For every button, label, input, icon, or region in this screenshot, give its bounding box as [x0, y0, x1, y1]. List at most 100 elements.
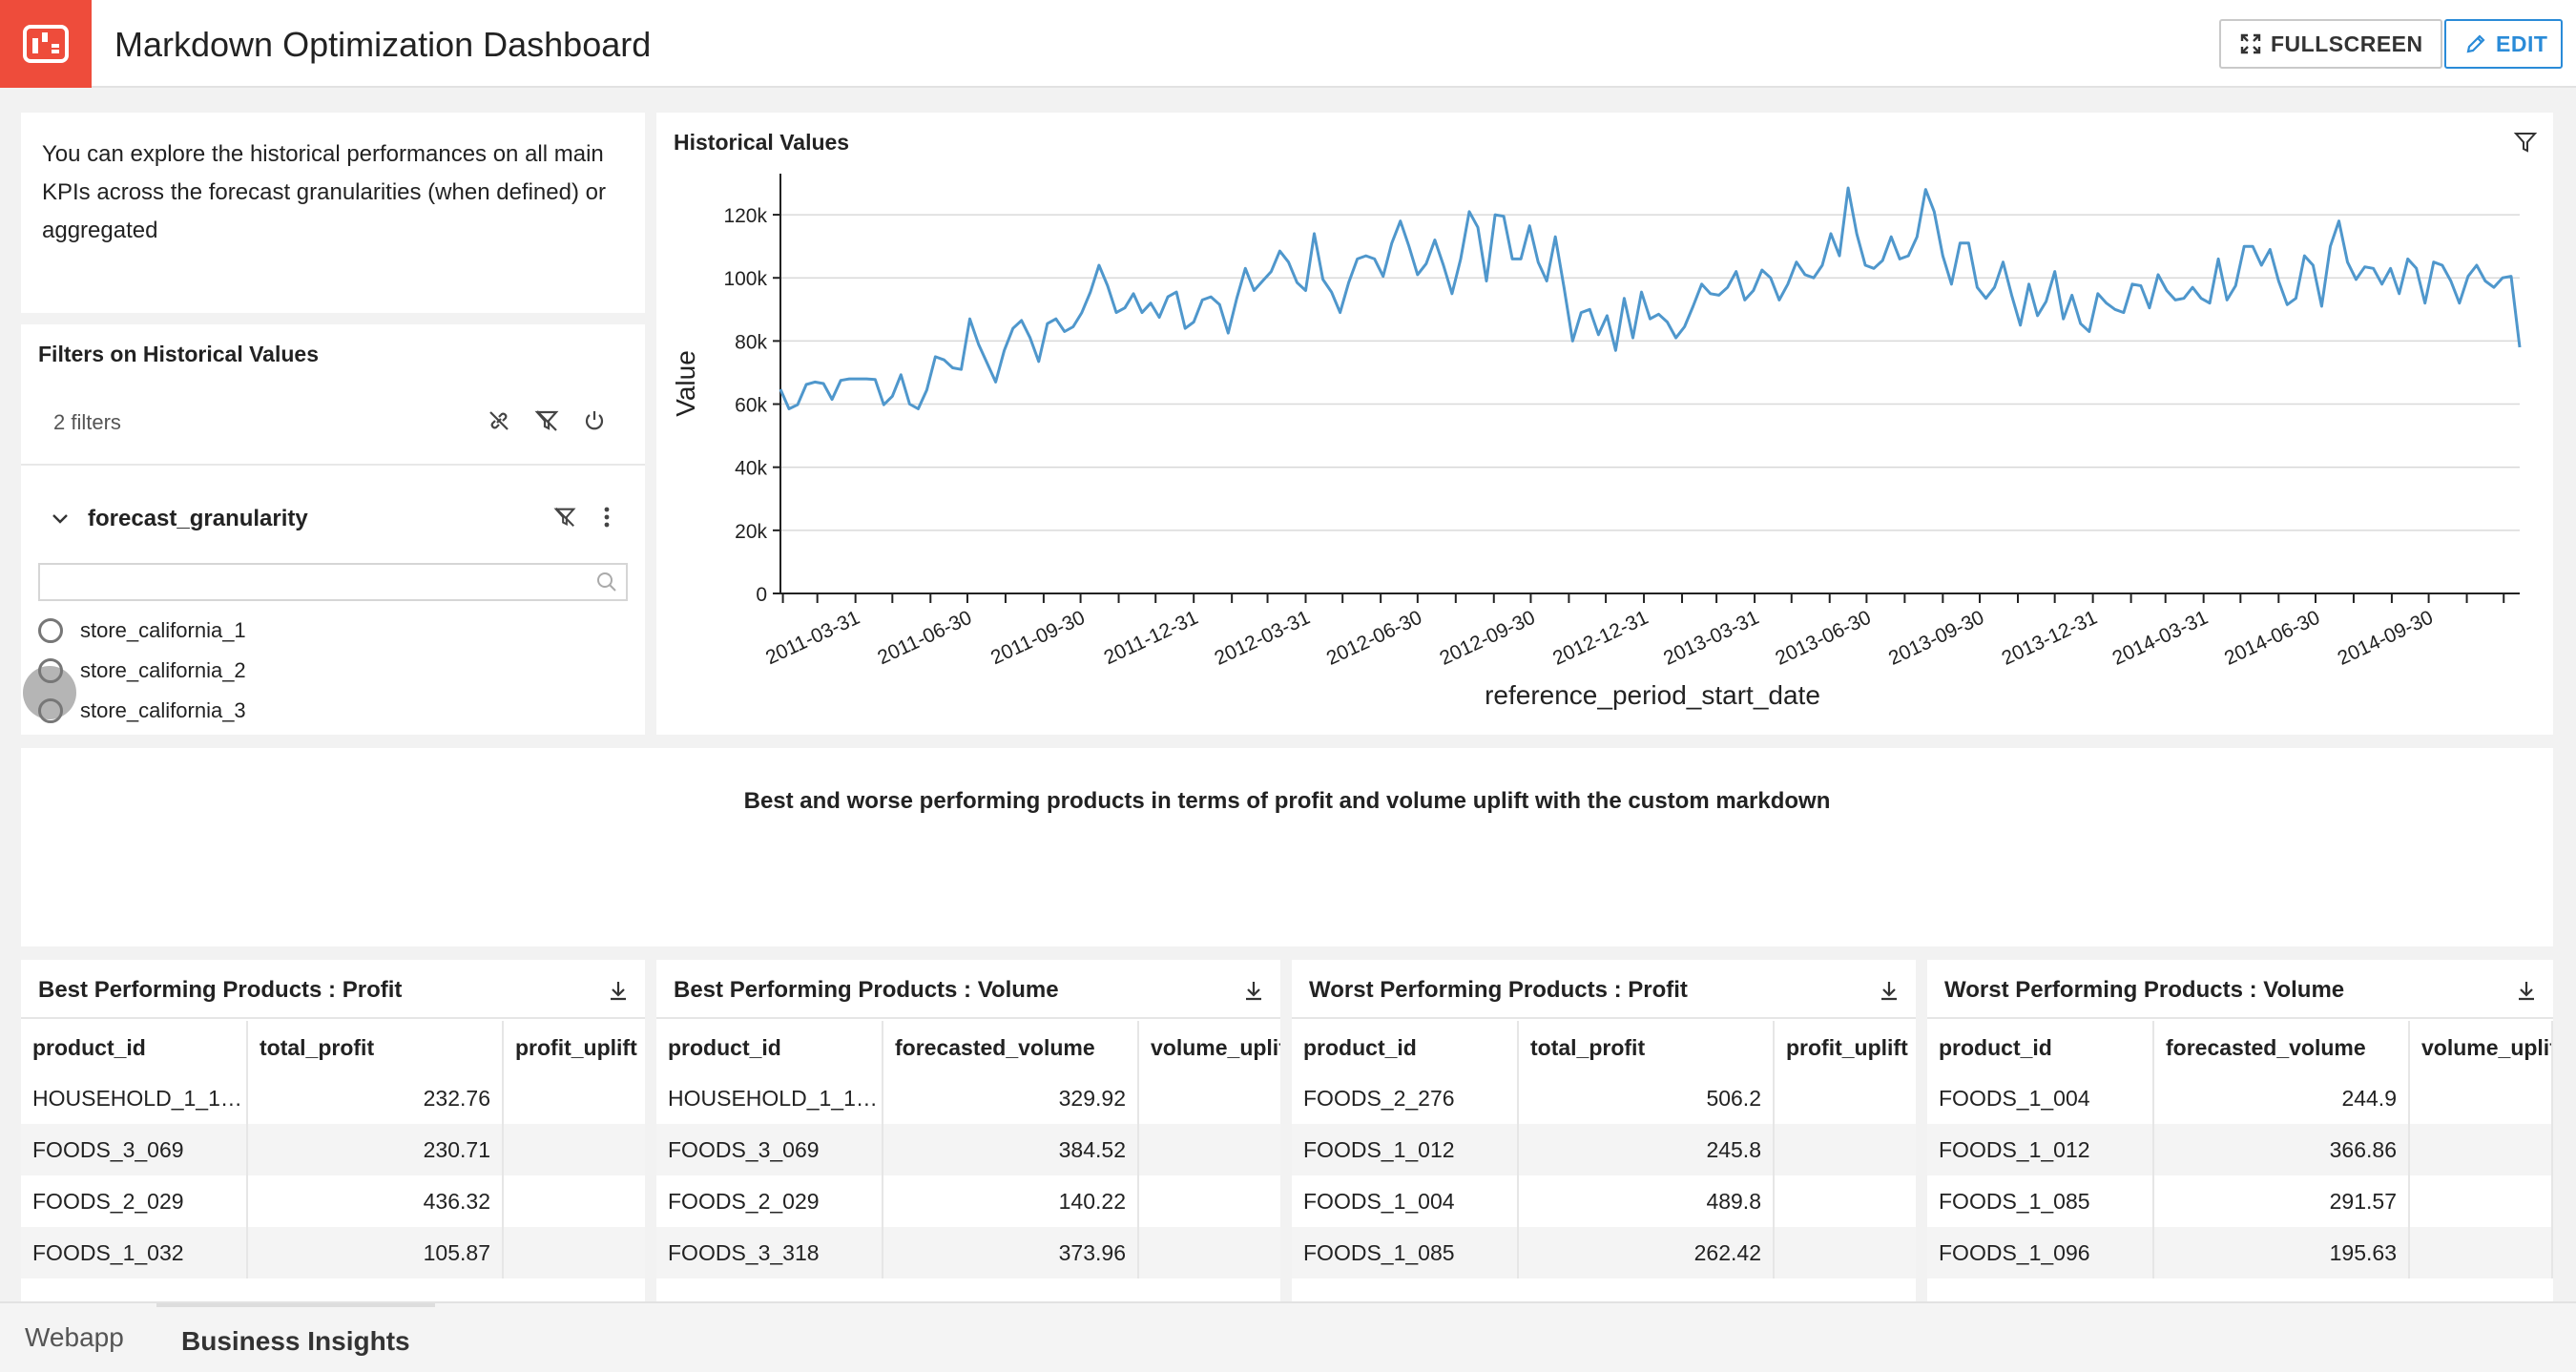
facet-option-label: store_california_2 — [80, 658, 246, 682]
chevron-down-icon[interactable] — [50, 508, 71, 533]
table-row[interactable]: FOODS_1_032 105.87 — [21, 1227, 645, 1278]
table-cell — [2410, 1124, 2553, 1175]
insights-card: Best and worse performing products in te… — [21, 748, 2553, 946]
table-cell: 366.86 — [2154, 1124, 2410, 1175]
chart-title: Historical Values — [674, 130, 850, 155]
table-title: Worst Performing Products : Profit — [1309, 977, 1688, 1003]
dashboard-logo[interactable] — [0, 0, 92, 88]
table-cell — [2410, 1072, 2553, 1124]
table-cell: FOODS_1_096 — [1927, 1227, 2154, 1278]
table-cell: FOODS_2_276 — [1292, 1072, 1519, 1124]
column-header[interactable]: forecasted_volume — [2154, 1021, 2410, 1074]
table-cell — [1775, 1124, 1916, 1175]
table-card-header: Worst Performing Products : Profit — [1292, 960, 1916, 1019]
table-row[interactable]: FOODS_1_012 245.8 — [1292, 1124, 1916, 1175]
download-icon[interactable] — [607, 979, 630, 1007]
y-tick-label: 80k — [735, 331, 767, 353]
table-row[interactable]: FOODS_3_318 373.96 — [656, 1227, 1280, 1278]
table-row[interactable]: HOUSEHOLD_1_1… 232.76 — [21, 1072, 645, 1124]
fullscreen-label: FULLSCREEN — [2271, 31, 2423, 56]
facet-option[interactable]: store_california_1 — [38, 611, 246, 651]
filter-icon[interactable] — [2513, 130, 2538, 159]
table-title: Best Performing Products : Volume — [674, 977, 1059, 1003]
divider — [21, 464, 645, 466]
table-row[interactable]: FOODS_1_096 195.63 — [1927, 1227, 2553, 1278]
table-row[interactable]: FOODS_1_085 262.42 — [1292, 1227, 1916, 1278]
clear-filter-icon[interactable] — [534, 408, 559, 438]
column-header[interactable]: volume_uplift — [1139, 1021, 1280, 1074]
table-cell — [504, 1175, 645, 1227]
tab-webapp[interactable]: Webapp — [25, 1322, 124, 1352]
download-icon[interactable] — [1242, 979, 1265, 1007]
table-row[interactable]: FOODS_1_004 244.9 — [1927, 1072, 2553, 1124]
facet-search-input[interactable] — [38, 563, 628, 601]
tab-business-insights[interactable]: Business Insights — [156, 1303, 435, 1372]
touch-cursor — [23, 666, 76, 719]
table-cell — [2410, 1227, 2553, 1278]
table-cell: 262.42 — [1519, 1227, 1775, 1278]
link-icon[interactable] — [487, 408, 511, 438]
table-cell: FOODS_1_032 — [21, 1227, 248, 1278]
column-header[interactable]: volume_uplift — [2410, 1021, 2553, 1074]
edit-button[interactable]: EDIT — [2444, 19, 2563, 69]
x-tick-label: 2012-12-31 — [1549, 607, 1652, 670]
table-row[interactable]: FOODS_3_069 230.71 — [21, 1124, 645, 1175]
filters-title: Filters on Historical Values — [38, 342, 319, 366]
column-header[interactable]: product_id — [1292, 1021, 1519, 1074]
download-icon[interactable] — [1878, 979, 1901, 1007]
table-cell — [1139, 1124, 1280, 1175]
table-row[interactable]: FOODS_2_276 506.2 — [1292, 1072, 1916, 1124]
table-row[interactable]: FOODS_3_069 384.52 — [656, 1124, 1280, 1175]
x-tick-label: 2013-03-31 — [1660, 607, 1762, 670]
column-header[interactable]: profit_uplift — [504, 1021, 645, 1074]
column-header[interactable]: forecasted_volume — [883, 1021, 1139, 1074]
x-tick-label: 2014-06-30 — [2221, 607, 2323, 670]
y-tick-label: 0 — [756, 584, 767, 606]
column-header[interactable]: profit_uplift — [1775, 1021, 1916, 1074]
filters-count: 2 filters — [53, 410, 121, 434]
table-cell — [1139, 1072, 1280, 1124]
column-header[interactable]: total_profit — [248, 1021, 504, 1074]
table-row[interactable]: FOODS_1_012 366.86 — [1927, 1124, 2553, 1175]
column-header[interactable]: product_id — [21, 1021, 248, 1074]
table-cell: 232.76 — [248, 1072, 504, 1124]
power-icon[interactable] — [582, 408, 607, 438]
table-row[interactable]: HOUSEHOLD_1_1… 329.92 — [656, 1072, 1280, 1124]
clear-facet-icon[interactable] — [553, 506, 576, 533]
column-header[interactable]: product_id — [656, 1021, 883, 1074]
table-row[interactable]: FOODS_2_029 140.22 — [656, 1175, 1280, 1227]
table-cell — [1139, 1175, 1280, 1227]
table-cell: FOODS_2_029 — [656, 1175, 883, 1227]
x-tick-label: 2011-09-30 — [987, 607, 1089, 670]
table-cell: HOUSEHOLD_1_1… — [656, 1072, 883, 1124]
y-tick-label: 20k — [735, 521, 767, 543]
fullscreen-button[interactable]: FULLSCREEN — [2219, 19, 2442, 69]
download-icon[interactable] — [2515, 979, 2538, 1007]
table-cell — [504, 1124, 645, 1175]
table-cell: 245.8 — [1519, 1124, 1775, 1175]
column-header[interactable]: product_id — [1927, 1021, 2154, 1074]
facet-name[interactable]: forecast_granularity — [88, 506, 308, 531]
data-table: product_id total_profit profit_uplift HOUSE… — [21, 1021, 645, 1278]
series-line[interactable] — [779, 186, 2522, 410]
radio-button[interactable] — [38, 618, 63, 643]
table-row[interactable]: FOODS_2_029 436.32 — [21, 1175, 645, 1227]
table-cell: FOODS_3_069 — [21, 1124, 248, 1175]
table-row[interactable]: FOODS_1_004 489.8 — [1292, 1175, 1916, 1227]
more-vertical-icon[interactable] — [603, 506, 611, 533]
x-tick-label: 2013-12-31 — [1999, 607, 2101, 670]
intro-text: You can explore the historical performan… — [42, 141, 606, 243]
x-tick-label: 2012-03-31 — [1212, 607, 1314, 670]
table-cell — [1775, 1175, 1916, 1227]
table-cell: FOODS_1_004 — [1927, 1072, 2154, 1124]
table-cell — [1775, 1227, 1916, 1278]
column-header[interactable]: total_profit — [1519, 1021, 1775, 1074]
data-table: product_id forecasted_volume volume_uplift… — [1927, 1021, 2553, 1278]
insights-text: Best and worse performing products in te… — [743, 788, 1831, 814]
table-cell: 436.32 — [248, 1175, 504, 1227]
chart-plot: 0 20k 40k 60k 80k 100k 120k 2011-03-31 2011-06-3… — [671, 174, 2522, 710]
x-tick-label: 2013-06-30 — [1772, 607, 1874, 670]
top-bar: Markdown Optimization Dashboard FULLSCRE… — [0, 0, 2576, 88]
table-row[interactable]: FOODS_1_085 291.57 — [1927, 1175, 2553, 1227]
historical-values-chart: Historical Values 0 20k 40k 60k 80k 100k 120k 2… — [656, 113, 2553, 735]
